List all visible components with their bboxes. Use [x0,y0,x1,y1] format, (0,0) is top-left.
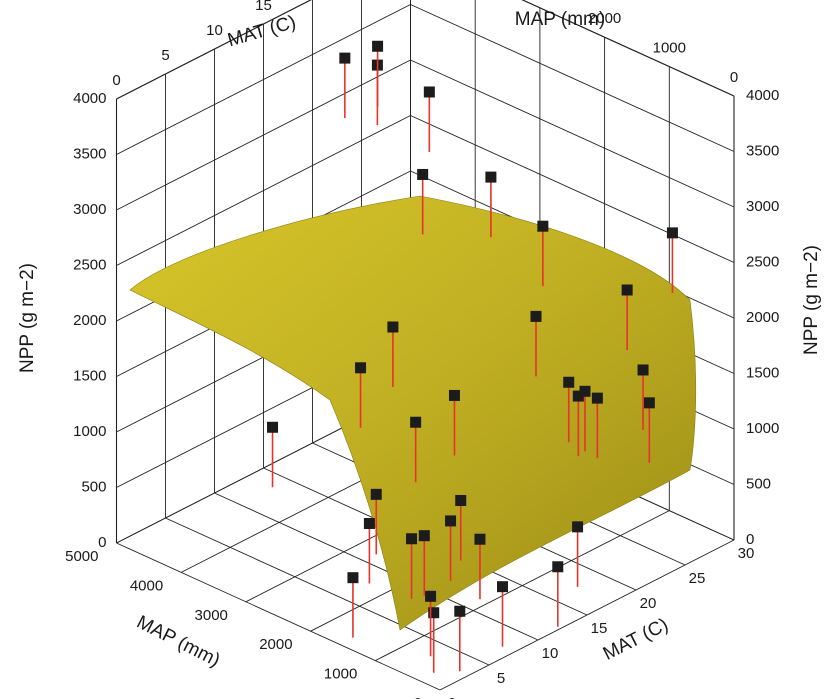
grid-line [375,510,670,662]
data-point [339,52,351,64]
npp-surface [129,195,697,631]
data-point [363,518,375,529]
data-point [428,607,440,619]
npp-tick-left: 2500 [73,256,106,273]
mat-tick-bottom: 15 [591,620,608,637]
data-point [563,376,575,388]
data-point [406,533,418,545]
npp-tick-right: 500 [746,475,771,492]
npp-tick-left: 500 [81,478,106,495]
mat-tick-bottom: 20 [640,595,657,612]
data-point [485,171,497,183]
data-point [497,581,509,593]
mat-tick-top: 0 [112,72,120,89]
map-tick-bottom: 3000 [195,607,228,624]
data-point [370,488,382,500]
frame-edge [116,0,312,100]
npp-tick-left: 2000 [73,312,106,329]
data-point [410,416,422,428]
mat-tick-bottom: 5 [497,670,505,687]
grid-line [116,542,441,691]
mat-axis-title-bottom: MAT (C) [600,614,672,664]
npp-tick-right: 3000 [746,198,779,215]
data-point [530,310,542,322]
npp-tick-left: 1500 [73,367,106,384]
data-point [425,590,437,602]
data-point [423,86,435,98]
mat-tick-bottom: 0 [448,695,456,699]
data-point [572,521,584,533]
data-point [445,515,457,527]
npp-tick-right: 4000 [746,87,779,104]
data-point [666,227,678,239]
map-axis-title-top: MAP (mm) [515,9,605,30]
grid-line [410,115,735,263]
map-tick-bottom: 2000 [259,636,292,653]
mat-tick-top: 10 [206,22,223,39]
npp-axis-title-left: NPP (g m−2) [17,263,38,373]
npp-tick-right: 0 [746,531,754,548]
grid-line [116,115,411,266]
mat-tick-top: 5 [161,47,169,64]
data-point [591,392,603,404]
data-point [355,362,367,374]
grid-line [214,492,539,641]
grid-line [116,4,411,155]
npp-tick-right: 2500 [746,253,779,270]
data-point [621,284,633,296]
data-point [579,385,591,397]
npp-tick-left: 1000 [73,423,106,440]
data-point [455,494,467,506]
mat-axis-title-top: MAT (C) [225,12,298,51]
surface-layer [129,195,697,631]
npp-tick-right: 3500 [746,142,779,159]
mat-tick-top: 15 [255,0,272,14]
points-layer [267,40,678,673]
map-tick-top: 0 [730,69,738,86]
map-tick-bottom: 1000 [324,666,357,683]
data-point [643,397,655,409]
map-tick-bottom: 5000 [65,548,98,565]
npp-tick-left: 3500 [73,145,106,162]
data-point [267,421,279,433]
mat-tick-bottom: 30 [738,545,755,562]
data-point [418,530,430,542]
npp-tick-right: 1000 [746,420,779,437]
npp-tick-right: 1500 [746,364,779,381]
map-tick-top: 2000 [588,10,621,27]
grid-line [165,517,490,666]
data-point [372,40,384,52]
data-point [537,220,549,232]
data-point [474,533,486,545]
map-tick-top: 1000 [653,40,686,57]
data-point [417,168,429,180]
frame-edge [521,0,735,97]
grid-line [410,4,735,152]
grid-line [439,539,735,691]
mat-tick-bottom: 25 [689,570,706,587]
npp-tick-left: 4000 [73,90,106,107]
mat-tick-bottom: 10 [542,645,559,662]
npp-axis-title-right: NPP (g m−2) [801,245,822,355]
grid-line [116,59,411,211]
grid-line [410,59,735,208]
map-tick-bottom: 4000 [130,577,163,594]
data-point [454,605,466,617]
data-point [387,321,399,333]
data-point [572,390,584,402]
data-point [448,389,460,401]
npp-tick-left: 0 [98,534,106,551]
npp-tick-right: 2000 [746,309,779,326]
data-point [552,561,564,573]
data-point [347,572,359,584]
npp-tick-left: 3000 [73,201,106,218]
map-tick-bottom: 0 [414,695,422,699]
data-point [637,364,649,376]
